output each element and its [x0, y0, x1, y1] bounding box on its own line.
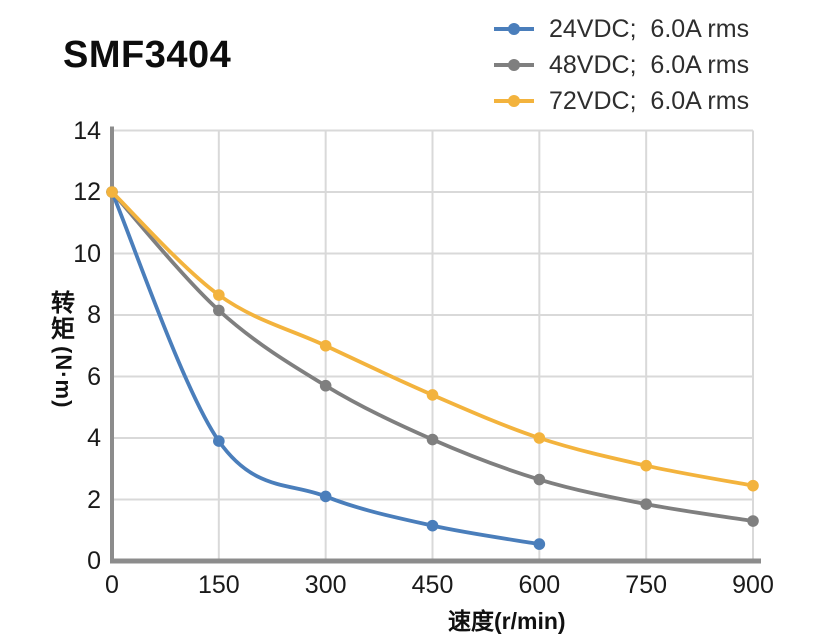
x-axis-title: 速度(r/min) [448, 608, 566, 634]
data-point-marker-2 [106, 186, 118, 198]
legend: 24VDC; 6.0A rms 48VDC; 6.0A rms 72VDC; 6.0… [492, 14, 749, 116]
data-point-marker-2 [640, 459, 652, 472]
y-axis-title: 转矩 (N·m) [45, 290, 81, 409]
y-axis-title-char: 矩 [51, 316, 75, 343]
data-point-marker-1 [213, 304, 225, 317]
data-point-marker-1 [319, 379, 332, 392]
y-tick-label: 14 [73, 116, 101, 145]
data-point-marker-0 [426, 519, 439, 532]
legend-item-0: 24VDC; 6.0A rms [492, 14, 749, 44]
series-line-0 [110, 190, 542, 546]
data-point-marker-1 [533, 473, 546, 486]
data-point-marker-1 [426, 433, 439, 446]
legend-dot [508, 59, 520, 71]
data-point-marker-1 [640, 498, 652, 510]
y-tick-label: 12 [73, 178, 101, 206]
x-tick-label: 450 [411, 571, 454, 599]
legend-marker-icon [494, 59, 534, 71]
x-tick-label: 750 [625, 571, 668, 599]
chart-title: SMF3404 [63, 34, 232, 76]
legend-marker-icon [494, 23, 534, 35]
y-tick-label: 0 [87, 547, 101, 575]
x-tick-label: 150 [197, 571, 240, 599]
y-axis-title-char: 转 [51, 290, 75, 317]
legend-item-1: 48VDC; 6.0A rms [492, 50, 749, 80]
x-tick-label: 300 [304, 571, 347, 599]
legend-marker-icon [494, 95, 534, 107]
data-point-marker-2 [747, 479, 759, 492]
legend-dot [508, 23, 520, 35]
x-tick-label: 0 [105, 571, 119, 599]
data-point-marker-0 [533, 538, 546, 550]
y-tick-label: 10 [73, 239, 101, 268]
data-point-marker-1 [747, 515, 759, 527]
y-tick-label: 8 [87, 301, 101, 329]
y-tick-label: 2 [87, 485, 101, 514]
data-point-marker-2 [213, 289, 225, 301]
legend-item-2: 72VDC; 6.0A rms [492, 86, 749, 116]
data-point-marker-2 [533, 432, 546, 444]
y-tick-label: 4 [87, 424, 101, 452]
data-point-marker-0 [319, 490, 332, 503]
legend-label: 24VDC; 6.0A rms [549, 14, 750, 43]
legend-label: 48VDC; 6.0A rms [549, 50, 750, 79]
y-axis-title-unit: (N·m) [51, 346, 76, 409]
legend-label: 72VDC; 6.0A rms [549, 86, 750, 115]
y-tick-label: 6 [87, 362, 101, 391]
data-point-marker-2 [426, 389, 439, 401]
data-point-marker-2 [319, 339, 332, 352]
data-point-marker-0 [213, 435, 225, 447]
x-tick-label: 600 [518, 571, 561, 599]
legend-dot [508, 95, 520, 107]
x-tick-label: 900 [732, 571, 774, 599]
